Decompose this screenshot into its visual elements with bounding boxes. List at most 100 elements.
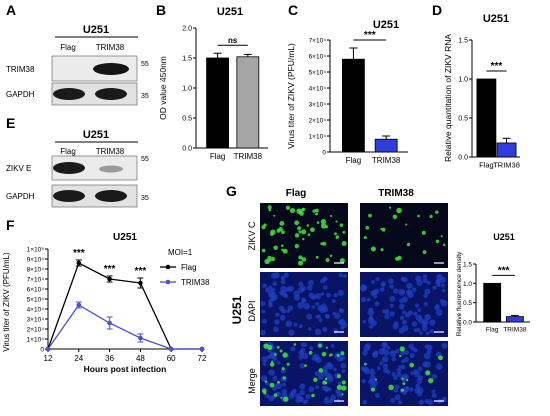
dapi-nucleus: [417, 375, 424, 381]
dapi-nucleus: [435, 309, 443, 316]
panel-letter: C: [288, 2, 298, 18]
y-tick-label: 1.5: [458, 38, 468, 45]
dapi-nucleus: [394, 349, 400, 354]
significance-label: ***: [491, 61, 503, 72]
dapi-nucleus: [280, 275, 286, 281]
dapi-nucleus: [389, 311, 395, 317]
zikv-signal: [329, 254, 333, 258]
zikv-signal: [399, 346, 405, 352]
dapi-nucleus: [409, 352, 415, 359]
dapi-nucleus: [278, 305, 285, 312]
dapi-nucleus: [379, 361, 384, 366]
zikv-signal: [429, 214, 433, 219]
zikv-signal: [388, 206, 392, 209]
dapi-nucleus: [389, 303, 394, 308]
dapi-nucleus: [324, 396, 329, 401]
dapi-nucleus: [309, 345, 314, 351]
zikv-signal: [336, 384, 343, 391]
blot-e-lane-flag: Flag: [60, 147, 76, 156]
data-point-trim38: [199, 346, 205, 352]
x-axis-label: Hours post infection: [84, 364, 167, 374]
dapi-nucleus: [262, 362, 267, 367]
dapi-nucleus: [411, 287, 417, 293]
y-tick-label: 4×10⁴: [27, 306, 45, 313]
zikv-signal: [308, 350, 313, 355]
chart-title: U251: [373, 19, 399, 31]
dapi-nucleus: [341, 369, 346, 374]
dapi-nucleus: [392, 375, 398, 380]
blot-a-row-label: TRIM38: [6, 65, 35, 74]
dapi-nucleus: [371, 279, 376, 285]
data-point-trim38: [138, 335, 143, 341]
dapi-nucleus: [383, 342, 388, 347]
dapi-nucleus: [421, 325, 428, 332]
dapi-nucleus: [268, 298, 273, 304]
dapi-nucleus: [432, 285, 437, 290]
blot-e-marker: 55: [141, 156, 149, 163]
zikv-signal: [335, 220, 338, 223]
dapi-nucleus: [318, 318, 323, 323]
y-tick-label: 7×10⁴: [309, 38, 327, 45]
dapi-nucleus: [384, 313, 390, 320]
dapi-nucleus: [323, 398, 330, 404]
dapi-nucleus: [441, 288, 446, 293]
zikv-signal: [282, 248, 288, 254]
blot-e-marker: 35: [141, 195, 149, 202]
zikv-signal: [422, 250, 427, 255]
data-point-flag: [107, 276, 112, 282]
y-tick-label: 5×10⁴: [309, 70, 327, 77]
y-tick-label: 0.0: [463, 320, 472, 327]
y-tick-label: 1×10⁴: [27, 336, 45, 343]
dapi-nucleus: [426, 280, 431, 285]
zikv-signal: [263, 391, 267, 395]
blot-e-lane-trim38: TRIM38: [96, 147, 125, 156]
dapi-nucleus: [404, 312, 411, 318]
zikv-signal: [341, 385, 347, 391]
dapi-nucleus: [288, 329, 295, 336]
y-tick-label: 2×10⁴: [309, 118, 327, 125]
series-line-trim38: [47, 304, 202, 350]
zikv-signal: [267, 205, 272, 210]
dapi-nucleus: [298, 286, 305, 293]
dapi-nucleus: [333, 293, 339, 298]
zikv-signal: [322, 241, 327, 246]
dapi-nucleus: [323, 369, 329, 375]
zikv-signal: [279, 221, 285, 226]
y-tick-label: 3×10⁴: [27, 316, 45, 323]
dapi-nucleus: [424, 288, 431, 295]
zikv-signal: [392, 214, 398, 220]
zikv-signal: [406, 242, 411, 247]
zikv-signal: [277, 380, 281, 384]
dapi-nucleus: [305, 393, 311, 400]
dapi-nucleus: [424, 344, 430, 349]
significance-label: ***: [498, 265, 510, 276]
significance-label: ns: [228, 36, 238, 45]
zikv-signal: [297, 260, 304, 266]
blot-e-row-label: ZIKV E: [6, 164, 31, 173]
dapi-nucleus: [402, 310, 407, 315]
dapi-nucleus: [338, 318, 346, 326]
dapi-nucleus: [431, 389, 436, 394]
dapi-nucleus: [374, 392, 380, 398]
dapi-nucleus: [363, 344, 371, 352]
y-axis-label: Virus titer of ZIKV (PFU/mL): [286, 43, 296, 149]
bar-flag: [341, 58, 365, 153]
dapi-nucleus: [275, 382, 282, 390]
dapi-nucleus: [390, 398, 395, 403]
chart-title: U251: [113, 232, 137, 243]
dapi-nucleus: [389, 350, 397, 357]
y-tick-label: 5×10⁴: [27, 296, 45, 303]
zikv-signal: [273, 393, 278, 397]
y-tick-label: 2×10⁴: [27, 326, 45, 333]
y-tick-label: 9×10⁴: [27, 256, 45, 263]
x-tick-label: 12: [44, 354, 53, 363]
dapi-nucleus: [436, 273, 443, 281]
dapi-nucleus: [315, 314, 320, 319]
zikv-signal: [301, 257, 307, 262]
legend-marker: [165, 264, 171, 270]
dapi-nucleus: [394, 394, 401, 401]
dapi-nucleus: [407, 290, 412, 295]
zikv-signal: [324, 377, 328, 381]
dapi-nucleus: [311, 304, 316, 309]
x-tick-label: TRIM38: [503, 327, 527, 334]
